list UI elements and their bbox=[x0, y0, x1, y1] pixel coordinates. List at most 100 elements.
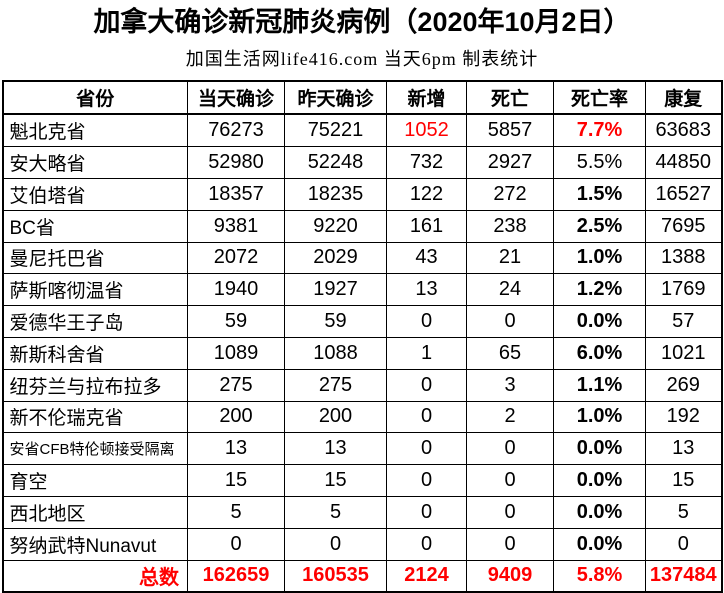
cell-recovered: 269 bbox=[645, 368, 722, 402]
cell-recovered: 1388 bbox=[645, 241, 722, 275]
cell-death-rate: 1.2% bbox=[553, 273, 646, 307]
cell-today-confirmed: 52980 bbox=[187, 146, 285, 179]
total-recovered: 137484 bbox=[645, 559, 722, 593]
cell-today-confirmed: 5 bbox=[187, 495, 285, 529]
cell-new-cases: 0 bbox=[386, 464, 467, 497]
table-row: 新不伦瑞克省 200 200 0 2 1.0% 192 bbox=[2, 400, 722, 434]
cell-deaths: 2927 bbox=[466, 146, 554, 179]
cell-recovered: 0 bbox=[645, 527, 722, 561]
cell-yesterday-confirmed: 0 bbox=[284, 527, 387, 561]
table-row: 安大略省 52980 52248 732 2927 5.5% 44850 bbox=[2, 146, 722, 179]
total-today-confirmed: 162659 bbox=[187, 559, 285, 593]
table-row: 努纳武特Nunavut 0 0 0 0 0.0% 0 bbox=[2, 527, 722, 561]
cell-deaths: 21 bbox=[466, 241, 554, 275]
total-new-cases: 2124 bbox=[386, 559, 467, 593]
cell-yesterday-confirmed: 52248 bbox=[284, 146, 387, 179]
cell-recovered: 192 bbox=[645, 400, 722, 434]
cell-yesterday-confirmed: 59 bbox=[284, 305, 387, 338]
cell-deaths: 3 bbox=[466, 368, 554, 402]
cell-yesterday-confirmed: 9220 bbox=[284, 209, 387, 243]
cell-new-cases: 122 bbox=[386, 177, 467, 211]
cell-new-cases: 1052 bbox=[386, 113, 467, 148]
cell-today-confirmed: 1940 bbox=[187, 273, 285, 307]
cell-province: BC省 bbox=[2, 209, 188, 243]
page: 加拿大确诊新冠肺炎病例（2020年10月2日） 加国生活网life416.com… bbox=[0, 6, 724, 593]
table-row: 纽芬兰与拉布拉多 275 275 0 3 1.1% 269 bbox=[2, 368, 722, 402]
table-row: 育空 15 15 0 0 0.0% 15 bbox=[2, 464, 722, 497]
total-deaths: 9409 bbox=[466, 559, 554, 593]
cell-deaths: 0 bbox=[466, 305, 554, 338]
cell-new-cases: 0 bbox=[386, 495, 467, 529]
total-label: 总数 bbox=[2, 559, 188, 593]
cell-deaths: 24 bbox=[466, 273, 554, 307]
cell-new-cases: 0 bbox=[386, 400, 467, 434]
cell-province: 纽芬兰与拉布拉多 bbox=[2, 368, 188, 402]
covid-stats-table: 省份 当天确诊 昨天确诊 新增 死亡 死亡率 康复 魁北克省 76273 75221 1052 58… bbox=[1, 80, 723, 593]
cell-new-cases: 1 bbox=[386, 336, 467, 370]
cell-province: 新不伦瑞克省 bbox=[2, 400, 188, 434]
page-subtitle: 加国生活网life416.com 当天6pm 制表统计 bbox=[185, 49, 539, 70]
cell-new-cases: 0 bbox=[386, 527, 467, 561]
cell-yesterday-confirmed: 13 bbox=[284, 432, 387, 466]
cell-death-rate: 0.0% bbox=[553, 527, 646, 561]
cell-new-cases: 161 bbox=[386, 209, 467, 243]
cell-death-rate: 6.0% bbox=[553, 336, 646, 370]
cell-new-cases: 43 bbox=[386, 241, 467, 275]
cell-today-confirmed: 13 bbox=[187, 432, 285, 466]
total-yesterday-confirmed: 160535 bbox=[284, 559, 387, 593]
cell-recovered: 15 bbox=[645, 464, 722, 497]
cell-recovered: 16527 bbox=[645, 177, 722, 211]
table-body: 魁北克省 76273 75221 1052 5857 7.7% 63683 安大略省 52980… bbox=[2, 113, 722, 593]
cell-today-confirmed: 76273 bbox=[187, 113, 285, 148]
cell-new-cases: 732 bbox=[386, 146, 467, 179]
table-row: 爱德华王子岛 59 59 0 0 0.0% 57 bbox=[2, 305, 722, 338]
cell-province: 西北地区 bbox=[2, 495, 188, 529]
cell-yesterday-confirmed: 5 bbox=[284, 495, 387, 529]
cell-today-confirmed: 18357 bbox=[187, 177, 285, 211]
cell-recovered: 13 bbox=[645, 432, 722, 466]
cell-today-confirmed: 1089 bbox=[187, 336, 285, 370]
cell-yesterday-confirmed: 18235 bbox=[284, 177, 387, 211]
column-header-6: 死亡率 bbox=[553, 80, 646, 116]
column-header-7: 康复 bbox=[645, 80, 722, 116]
page-title: 加拿大确诊新冠肺炎病例（2020年10月2日） bbox=[93, 7, 631, 37]
cell-yesterday-confirmed: 1927 bbox=[284, 273, 387, 307]
cell-today-confirmed: 200 bbox=[187, 400, 285, 434]
cell-today-confirmed: 0 bbox=[187, 527, 285, 561]
cell-province: 努纳武特Nunavut bbox=[2, 527, 188, 561]
cell-death-rate: 7.7% bbox=[553, 113, 646, 148]
cell-province: 艾伯塔省 bbox=[2, 177, 188, 211]
cell-yesterday-confirmed: 200 bbox=[284, 400, 387, 434]
cell-death-rate: 1.0% bbox=[553, 400, 646, 434]
cell-province: 爱德华王子岛 bbox=[2, 305, 188, 338]
cell-province: 育空 bbox=[2, 464, 188, 497]
cell-today-confirmed: 275 bbox=[187, 368, 285, 402]
cell-today-confirmed: 59 bbox=[187, 305, 285, 338]
total-row: 总数 162659 160535 2124 9409 5.8% 137484 bbox=[2, 559, 722, 593]
cell-death-rate: 0.0% bbox=[553, 495, 646, 529]
cell-deaths: 0 bbox=[466, 495, 554, 529]
total-death-rate: 5.8% bbox=[553, 559, 646, 593]
cell-death-rate: 2.5% bbox=[553, 209, 646, 243]
cell-death-rate: 5.5% bbox=[553, 146, 646, 179]
table-row: 萨斯喀彻温省 1940 1927 13 24 1.2% 1769 bbox=[2, 273, 722, 307]
table-row: 曼尼托巴省 2072 2029 43 21 1.0% 1388 bbox=[2, 241, 722, 275]
cell-deaths: 0 bbox=[466, 464, 554, 497]
table-header: 省份 当天确诊 昨天确诊 新增 死亡 死亡率 康复 bbox=[2, 80, 722, 116]
column-header-3: 昨天确诊 bbox=[284, 80, 387, 116]
cell-deaths: 65 bbox=[466, 336, 554, 370]
cell-recovered: 5 bbox=[645, 495, 722, 529]
cell-deaths: 5857 bbox=[466, 113, 554, 148]
cell-new-cases: 13 bbox=[386, 273, 467, 307]
cell-yesterday-confirmed: 15 bbox=[284, 464, 387, 497]
cell-recovered: 44850 bbox=[645, 146, 722, 179]
header-row: 省份 当天确诊 昨天确诊 新增 死亡 死亡率 康复 bbox=[2, 80, 722, 116]
cell-province: 新斯科舍省 bbox=[2, 336, 188, 370]
cell-today-confirmed: 2072 bbox=[187, 241, 285, 275]
cell-today-confirmed: 15 bbox=[187, 464, 285, 497]
cell-recovered: 1021 bbox=[645, 336, 722, 370]
cell-new-cases: 0 bbox=[386, 305, 467, 338]
cell-new-cases: 0 bbox=[386, 368, 467, 402]
column-header-4: 新增 bbox=[386, 80, 467, 116]
cell-recovered: 1769 bbox=[645, 273, 722, 307]
